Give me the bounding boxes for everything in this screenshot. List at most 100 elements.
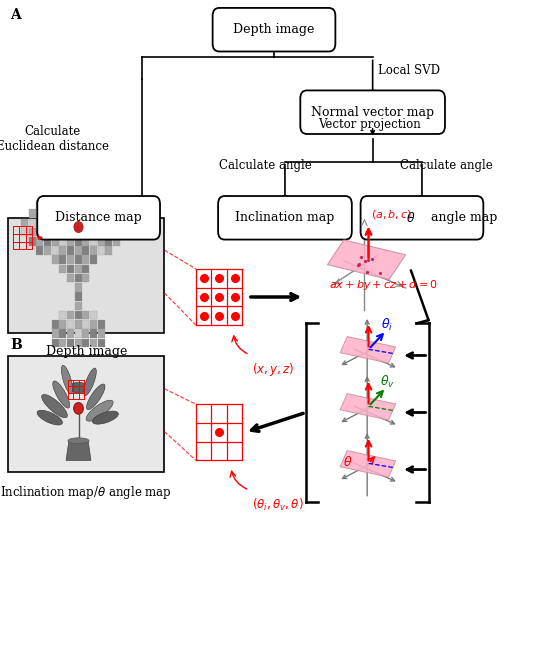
Bar [113,237,120,246]
Bar [52,218,59,227]
Bar [75,246,82,255]
Text: Calculate
Euclidean distance: Calculate Euclidean distance [0,125,109,152]
Bar [52,228,59,236]
Ellipse shape [53,381,70,408]
Bar [36,228,43,236]
Text: Calculate angle: Calculate angle [219,158,312,172]
Ellipse shape [86,400,113,421]
Ellipse shape [92,411,118,424]
Bar [82,255,89,264]
Ellipse shape [61,365,72,394]
Bar [113,228,120,236]
FancyBboxPatch shape [37,196,160,240]
Text: $\theta_i$: $\theta_i$ [381,317,393,333]
Bar [105,228,112,236]
Bar [82,237,89,246]
Bar [90,246,97,255]
Bar [67,329,74,338]
Bar [67,255,74,264]
Bar [98,339,105,347]
Text: $\theta_v$: $\theta_v$ [380,374,395,389]
Bar [105,209,112,218]
Text: Distance map: Distance map [55,211,142,224]
Bar [67,311,74,319]
Bar [75,329,82,338]
Polygon shape [328,240,406,280]
Bar [67,246,74,255]
Bar [75,218,82,227]
Bar [52,329,59,338]
Text: Depth image: Depth image [45,345,127,358]
Bar [105,218,112,227]
Bar [59,200,66,209]
Ellipse shape [42,395,67,418]
Bar [75,228,82,236]
Bar [36,237,43,246]
Ellipse shape [84,368,96,395]
Bar [82,274,89,282]
Bar [75,311,82,319]
Text: Inclination map: Inclination map [235,211,335,224]
Bar [28,218,36,227]
Circle shape [73,403,83,414]
Bar [90,228,97,236]
Text: $\theta$: $\theta$ [342,455,352,469]
Bar [59,228,66,236]
Bar [44,200,51,209]
Bar [44,218,51,227]
Bar [36,246,43,255]
Ellipse shape [87,384,105,410]
Bar [28,209,36,218]
Bar [59,209,66,218]
Bar [59,339,66,347]
Ellipse shape [68,438,89,444]
Bar [36,200,43,209]
Bar [67,320,74,329]
Bar [36,218,43,227]
Text: Normal vector map: Normal vector map [311,106,434,119]
Bar [82,265,89,273]
Bar [36,209,43,218]
Bar [52,200,59,209]
Bar [52,237,59,246]
Bar [98,209,105,218]
Bar [98,200,105,209]
Text: $ax + by + cz + d = 0$: $ax + by + cz + d = 0$ [329,278,438,292]
Polygon shape [340,337,396,363]
Bar [75,274,82,282]
Ellipse shape [37,411,62,425]
Bar [82,339,89,347]
Polygon shape [66,441,91,461]
Bar [75,283,82,292]
Bar [90,329,97,338]
Text: $\theta$: $\theta$ [406,211,416,225]
Bar [28,228,36,236]
Bar [67,237,74,246]
Bar [75,200,82,209]
Bar [75,292,82,301]
Bar [59,311,66,319]
Bar [67,274,74,282]
Bar [59,320,66,329]
Bar [67,228,74,236]
Text: $(a, b, c)$: $(a, b, c)$ [370,208,412,221]
Bar [105,237,112,246]
Bar [90,311,97,319]
Bar [82,218,89,227]
Bar [59,329,66,338]
Bar [67,218,74,227]
Bar [82,228,89,236]
Bar [52,339,59,347]
Bar [52,320,59,329]
Bar [98,320,105,329]
Bar [59,246,66,255]
Bar [75,209,82,218]
Polygon shape [340,393,396,420]
Bar [82,320,89,329]
Bar [52,209,59,218]
Polygon shape [340,451,396,477]
Bar [113,218,120,227]
Bar [44,228,51,236]
Bar [82,200,89,209]
Bar [90,200,97,209]
